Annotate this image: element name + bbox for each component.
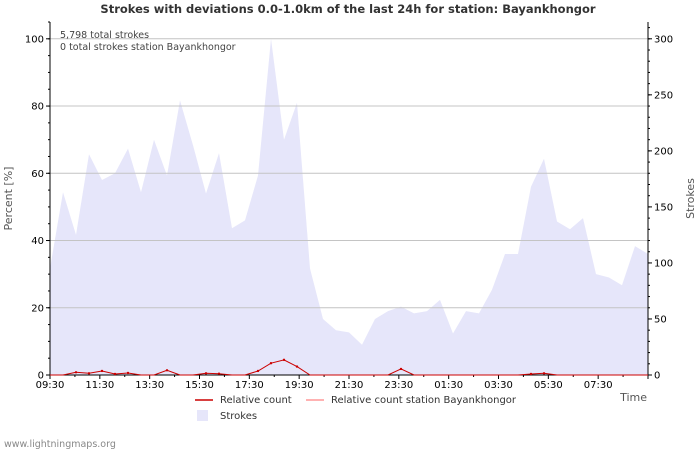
- relative-count-point: [74, 371, 78, 374]
- x-tick-label: 03:30: [484, 380, 513, 391]
- relative-count-point: [100, 369, 104, 373]
- relative-count-point: [165, 369, 169, 372]
- left-tick-label: 100: [25, 34, 44, 45]
- strokes-area: [50, 38, 648, 376]
- right-tick-label: 150: [654, 202, 673, 213]
- relative-count-point: [529, 372, 533, 376]
- left-tick-label: 40: [31, 236, 44, 247]
- x-tick-label: 05:30: [534, 380, 563, 391]
- relative-count-point: [256, 369, 260, 373]
- relative-count-point: [204, 372, 208, 375]
- right-tick-label: 300: [654, 34, 673, 45]
- left-tick-label: 20: [31, 303, 44, 314]
- y-axis-right-title: Strokes: [684, 178, 697, 219]
- x-tick-label: 19:30: [285, 380, 314, 391]
- x-tick-label: 01:30: [434, 380, 463, 391]
- relative-count-point: [126, 371, 130, 375]
- relative-count-point: [87, 372, 91, 375]
- footer-credit: www.lightningmaps.org: [4, 439, 116, 450]
- y-axis-left-title: Percent [%]: [2, 167, 15, 231]
- relative-count-point: [282, 358, 286, 362]
- x-axis-title: Time: [619, 391, 647, 404]
- legend-label: Relative count station Bayankhongor: [331, 395, 517, 406]
- legend-label: Relative count: [220, 395, 292, 406]
- x-tick-label: 07:30: [584, 380, 613, 391]
- legend: Relative count Relative count station Bay…: [195, 395, 517, 422]
- right-tick-label: 0: [654, 371, 660, 382]
- legend-label: Strokes: [220, 411, 257, 422]
- x-tick-label: 23:30: [384, 380, 413, 391]
- x-tick-label: 13:30: [135, 380, 164, 391]
- left-tick-label: 80: [31, 102, 44, 113]
- relative-count-line: [50, 359, 648, 376]
- plot-area: 0 20 40 60 80 100 0 50 100 150 200 250 300 09:30 11:30…: [2, 21, 697, 404]
- x-tick-label: 09:30: [36, 380, 65, 391]
- left-tick-label: 0: [38, 371, 44, 382]
- chart-title: Strokes with deviations 0.0-1.0km of the…: [100, 2, 595, 16]
- right-tick-label: 250: [654, 90, 673, 101]
- right-tick-label: 200: [654, 146, 673, 157]
- x-tick-label: 17:30: [235, 380, 264, 391]
- relative-count-point: [113, 372, 117, 376]
- right-tick-label: 50: [654, 314, 667, 325]
- x-tick-label: 15:30: [185, 380, 214, 391]
- right-tick-label: 100: [654, 258, 673, 269]
- annotation: 0 total strokes station Bayankhongor: [60, 42, 236, 53]
- relative-count-point: [217, 372, 221, 375]
- relative-count-point: [399, 367, 403, 371]
- annotation: 5,798 total strokes: [60, 30, 149, 41]
- legend-swatch: [197, 410, 208, 421]
- relative-count-point: [269, 362, 273, 365]
- left-tick-label: 60: [31, 169, 44, 180]
- relative-count-point: [295, 365, 299, 368]
- x-tick-label: 21:30: [335, 380, 364, 391]
- relative-count-point: [542, 372, 546, 375]
- x-tick-label: 11:30: [85, 380, 114, 391]
